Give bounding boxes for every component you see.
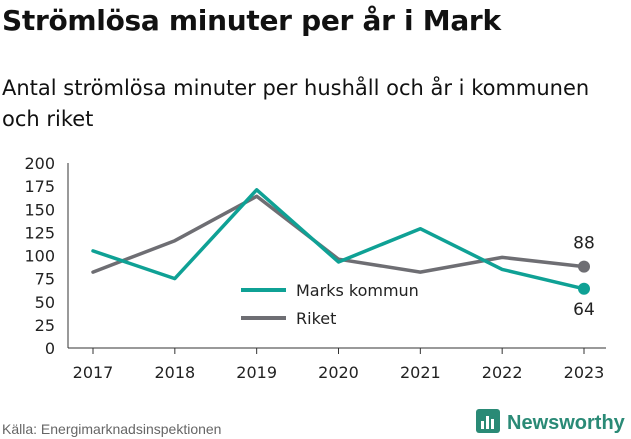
y-tick-label: 25 [35, 316, 55, 335]
x-tick-label: 2022 [482, 363, 523, 382]
series-line-marks-kommun [91, 188, 586, 291]
y-tick-label: 100 [24, 247, 55, 266]
legend-label: Riket [296, 309, 336, 328]
chart-title: Strömlösa minuter per år i Mark [2, 4, 501, 37]
x-tick-label: 2023 [564, 363, 605, 382]
y-tick-label: 75 [35, 270, 55, 289]
x-tick-label: 2021 [400, 363, 441, 382]
source-note: Källa: Energimarknadsinspektionen [2, 421, 222, 437]
y-tick-label: 150 [24, 200, 55, 219]
x-tick-label: 2020 [318, 363, 359, 382]
legend-background [232, 275, 442, 335]
end-point-marks-kommun [578, 282, 590, 295]
end-point-riket [578, 260, 590, 273]
y-tick-label: 200 [24, 154, 55, 173]
brand: Newsworthy [475, 408, 625, 438]
y-tick-label: 125 [24, 223, 55, 242]
newsworthy-logo-icon [475, 408, 501, 438]
y-tick-label: 175 [24, 177, 55, 196]
legend-label: Marks kommun [296, 281, 419, 300]
y-tick-label: 0 [45, 339, 55, 358]
x-tick-label: 2017 [73, 363, 114, 382]
brand-name: Newsworthy [507, 411, 625, 434]
x-tick-label: 2019 [236, 363, 277, 382]
y-tick-label: 50 [35, 293, 55, 312]
end-label-riket: 88 [573, 234, 595, 254]
end-label-marks-kommun: 64 [573, 300, 595, 320]
x-tick-label: 2018 [154, 363, 195, 382]
series-line-riket [91, 194, 586, 274]
chart-subtitle: Antal strömlösa minuter per hushåll och … [2, 76, 590, 131]
